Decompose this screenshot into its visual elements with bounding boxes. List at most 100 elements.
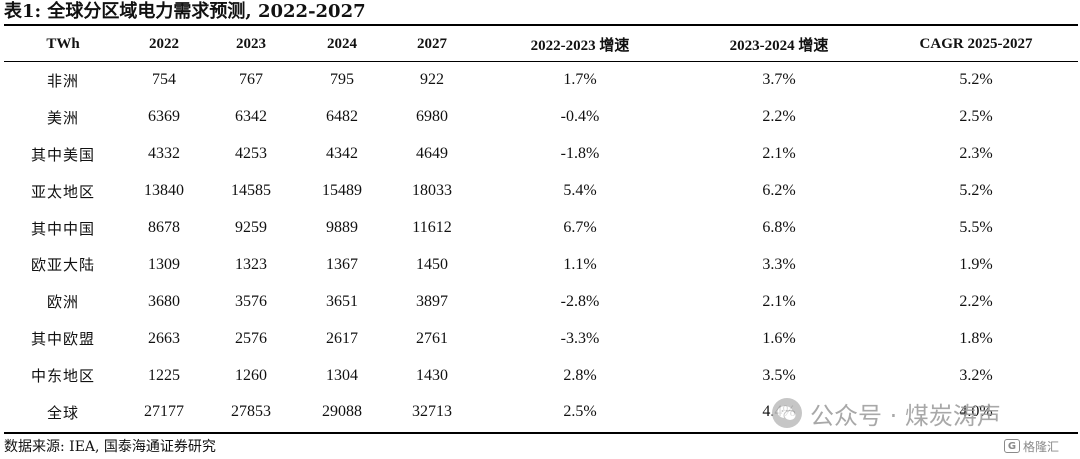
table-row: 欧亚大陆 1309 1323 1367 1450 1.1% 3.3% 1.9% — [4, 246, 1078, 283]
value-cell: 27177 — [144, 403, 184, 421]
region-cell: 亚太地区 — [30, 182, 95, 201]
bottom-rule — [4, 432, 1078, 434]
growth-cell: 2.5% — [563, 403, 597, 421]
column-header: 2027 — [417, 36, 447, 52]
table-header-row: TWh 2022 2023 2024 2027 2022-2023 增速 202… — [4, 26, 1078, 62]
growth-cell: -2.8% — [560, 292, 600, 310]
value-cell: 922 — [420, 71, 444, 89]
cagr-cell: 2.5% — [959, 108, 993, 126]
wechat-icon — [772, 398, 802, 428]
column-header: CAGR 2025-2027 — [919, 36, 1033, 52]
column-header: 2024 — [327, 36, 357, 52]
top-rule — [4, 24, 1078, 26]
region-cell: 欧亚大陆 — [30, 256, 95, 275]
table-row: 非洲 754 767 795 922 1.7% 3.7% 5.2% — [4, 62, 1078, 99]
growth-cell: 3.7% — [762, 71, 796, 89]
value-cell: 13840 — [144, 182, 184, 200]
growth-cell: -0.4% — [560, 108, 600, 126]
value-cell: 1309 — [148, 255, 180, 273]
cagr-cell: 1.8% — [959, 329, 993, 347]
value-cell: 767 — [239, 71, 263, 89]
value-cell: 1450 — [416, 255, 448, 273]
corner-mark-text: 格隆汇 — [1023, 439, 1060, 454]
growth-cell: 2.1% — [762, 145, 796, 163]
value-cell: 4342 — [326, 145, 358, 163]
table-row: 亚太地区 13840 14585 15489 18033 5.4% 6.2% 5… — [4, 173, 1078, 210]
column-header: 2023 — [236, 36, 266, 52]
value-cell: 9259 — [235, 219, 267, 236]
growth-cell: 2.8% — [563, 366, 597, 384]
table-row: 其中欧盟 2663 2576 2617 2761 -3.3% 1.6% 1.8% — [4, 320, 1078, 357]
value-cell: 2761 — [416, 329, 448, 347]
region-cell: 美洲 — [46, 108, 79, 127]
growth-cell: 6.7% — [563, 219, 597, 236]
table-row: 全球 27177 27853 29088 32713 2.5% 4.4% 4.0… — [4, 394, 1078, 431]
value-cell: 3897 — [416, 292, 448, 310]
region-cell: 全球 — [46, 403, 79, 422]
table-row: 美洲 6369 6342 6482 6980 -0.4% 2.2% 2.5% — [4, 99, 1078, 136]
value-cell: 29088 — [322, 403, 362, 421]
cagr-cell: 5.5% — [959, 219, 993, 236]
region-cell: 非洲 — [46, 71, 79, 90]
growth-cell: 6.2% — [762, 182, 796, 200]
table-title: 表1: 全球分区域电力需求预测, 2022-2027 — [4, 1, 366, 22]
growth-cell: -3.3% — [560, 329, 600, 347]
value-cell: 11612 — [412, 219, 452, 236]
watermark-text: 公众号 · 煤炭涛声 — [810, 401, 1001, 430]
cagr-cell: 5.2% — [959, 71, 993, 89]
value-cell: 1367 — [326, 255, 358, 273]
cagr-cell: 4.0% — [959, 403, 993, 421]
cagr-cell: 1.9% — [959, 255, 993, 273]
watermark: 公众号 · 煤炭涛声 — [772, 393, 1001, 433]
value-cell: 3651 — [326, 292, 358, 310]
value-cell: 4253 — [235, 145, 267, 163]
value-cell: 1260 — [235, 366, 267, 384]
value-cell: 795 — [330, 71, 354, 89]
growth-cell: -1.8% — [560, 145, 600, 163]
region-cell: 其中中国 — [30, 219, 95, 238]
value-cell: 4649 — [416, 145, 448, 163]
growth-cell: 2.1% — [762, 292, 796, 310]
value-cell: 3680 — [148, 292, 180, 310]
value-cell: 1430 — [416, 366, 448, 384]
region-cell: 中东地区 — [30, 367, 95, 386]
region-cell: 欧洲 — [46, 293, 79, 312]
column-header: 2022-2023 增速 — [530, 38, 630, 54]
value-cell: 6342 — [235, 108, 267, 126]
value-cell: 14585 — [231, 182, 271, 200]
growth-cell: 1.6% — [762, 329, 796, 347]
value-cell: 2576 — [235, 329, 267, 347]
growth-cell: 6.8% — [762, 219, 796, 236]
column-header: TWh — [46, 36, 80, 52]
value-cell: 2663 — [148, 329, 180, 347]
value-cell: 18033 — [412, 182, 452, 200]
value-cell: 1323 — [235, 255, 267, 273]
region-cell: 其中美国 — [30, 145, 95, 164]
value-cell: 4332 — [148, 145, 180, 163]
demand-forecast-table: TWh 2022 2023 2024 2027 2022-2023 增速 202… — [4, 26, 1078, 431]
cagr-cell: 3.2% — [959, 366, 993, 384]
value-cell: 32713 — [412, 403, 452, 421]
value-cell: 6369 — [148, 108, 180, 126]
growth-cell: 3.3% — [762, 255, 796, 273]
table-row: 其中中国 8678 9259 9889 11612 6.7% 6.8% 5.5% — [4, 210, 1078, 247]
value-cell: 754 — [152, 71, 176, 89]
header-rule — [4, 61, 1078, 62]
column-header: 2023-2024 增速 — [729, 38, 829, 54]
growth-cell: 5.4% — [563, 182, 597, 200]
growth-cell: 1.7% — [563, 71, 597, 89]
table-row: 欧洲 3680 3576 3651 3897 -2.8% 2.1% 2.2% — [4, 283, 1078, 320]
cagr-cell: 5.2% — [959, 182, 993, 200]
value-cell: 1304 — [326, 366, 358, 384]
gelonghui-logo-icon: G — [1004, 439, 1020, 453]
value-cell: 2617 — [326, 329, 358, 347]
growth-cell: 3.5% — [762, 366, 796, 384]
value-cell: 9889 — [326, 219, 358, 236]
value-cell: 27853 — [231, 403, 271, 421]
column-header: 2022 — [149, 36, 179, 52]
growth-cell: 1.1% — [563, 255, 597, 273]
value-cell: 6980 — [416, 108, 448, 126]
region-cell: 其中欧盟 — [30, 330, 95, 349]
value-cell: 8678 — [148, 219, 180, 236]
source-note: 数据来源: IEA, 国泰海通证券研究 — [4, 439, 216, 455]
